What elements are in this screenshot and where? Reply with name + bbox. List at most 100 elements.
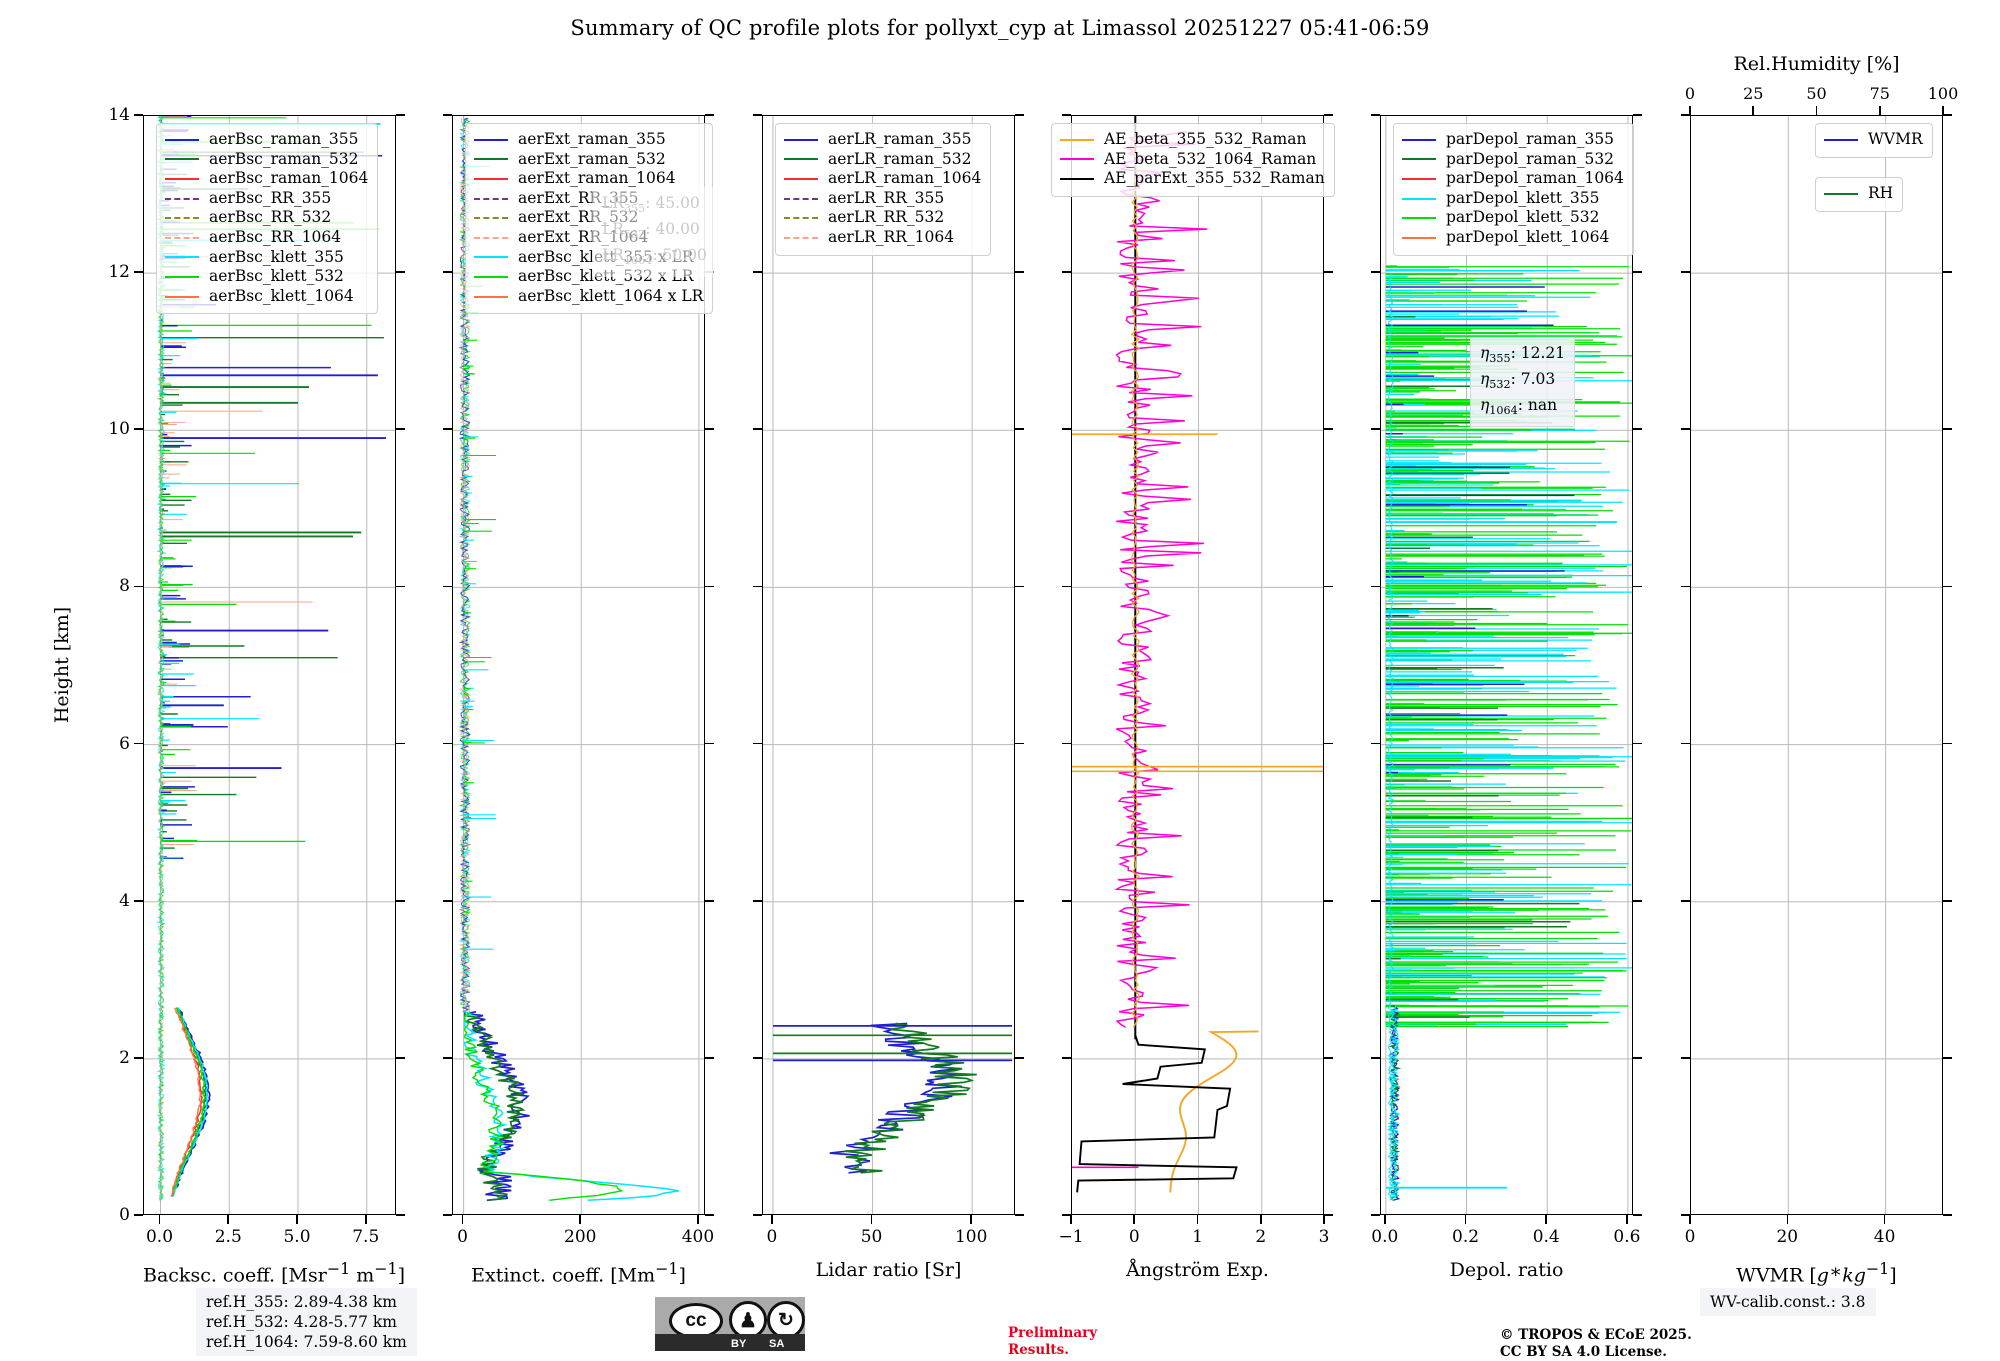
legend-label: parDepol_raman_1064 <box>1446 169 1624 188</box>
legend-label: aerBsc_klett_532 <box>209 267 344 286</box>
legend-swatch-icon <box>1402 177 1436 180</box>
y-tick-label: 8 <box>119 576 130 597</box>
legend-depol[interactable]: parDepol_raman_355 parDepol_raman_532 parD… <box>1393 123 1634 256</box>
panel-wvmr-rh: 0 20 40 0 25 50 75 100 WVMR [g * kg−1] Rel.Hum… <box>1681 53 1958 1286</box>
legend-swatch-icon <box>1402 236 1436 239</box>
legend-item-aerbsc-raman-1064: aerBsc_raman_1064 <box>165 169 368 189</box>
legend-swatch-icon <box>784 236 818 239</box>
legend-label: parDepol_klett_355 <box>1446 188 1600 207</box>
copyright-note: © TROPOS & ECoE 2025. CC BY SA 4.0 Licen… <box>1500 1327 1692 1361</box>
x-tick-label: 0.6 <box>1613 1227 1641 1247</box>
legend-label: aerLR_RR_1064 <box>828 227 955 246</box>
y-tick-right <box>705 1057 714 1059</box>
legend-backscatter[interactable]: aerBsc_raman_355 aerBsc_raman_532 aerBsc_r… <box>156 123 379 315</box>
x-tick <box>1196 1215 1199 1224</box>
legend-item-pardepol-raman-532: parDepol_raman_532 <box>1402 150 1624 170</box>
legend-item-aerlr-raman-1064: aerLR_raman_1064 <box>784 169 981 189</box>
legend-label: aerBsc_klett_1064 x LR <box>518 286 704 305</box>
x-tick-label: 0 <box>1128 1227 1140 1247</box>
legend-swatch-icon <box>165 295 199 298</box>
panel-lidar-ratio: 0 50 100 Lidar ratio [Sr] aerLR_raman_355 a… <box>753 114 1024 1281</box>
y-tick <box>1062 428 1071 431</box>
legend-label: aerExt_raman_532 <box>518 149 666 168</box>
legend-rh[interactable]: RH <box>1815 177 1904 212</box>
y-tick-right <box>396 1057 405 1059</box>
legend-item-aerbsc-rr-532: aerBsc_RR_532 <box>165 208 368 228</box>
x-axis-title-extinction: Extinct. coeff. [Mm−1] <box>471 1259 686 1287</box>
eta-1064: η1064: nan <box>1480 396 1558 418</box>
y-tick-right <box>1324 899 1333 902</box>
legend-wvmr[interactable]: WVMR <box>1815 123 1933 158</box>
y-tick-right <box>1943 114 1952 116</box>
y-tick <box>1371 899 1380 902</box>
legend-item-aerbsc-raman-532: aerBsc_raman_532 <box>165 150 368 170</box>
plot-area-depol[interactable] <box>1380 115 1633 1215</box>
legend-label: aerExt_raman_1064 <box>518 169 676 188</box>
panel-extinction: 0 200 400 Extinct. coeff. [Mm−1] aerExt_ra… <box>443 114 717 1286</box>
x-tick <box>697 1215 699 1224</box>
y-tick-right <box>1015 114 1024 116</box>
y-tick-right <box>1943 1057 1952 1059</box>
y-tick-right <box>1015 428 1024 431</box>
legend-label: parDepol_klett_532 <box>1446 208 1600 227</box>
x-axis-title-lidar-ratio: Lidar ratio [Sr] <box>815 1259 962 1281</box>
legend-label: aerLR_raman_1064 <box>828 169 982 188</box>
x-tick <box>227 1215 230 1224</box>
legend-label: aerBsc_klett_1064 <box>209 286 354 305</box>
y-tick <box>443 899 452 902</box>
panel-depol: 0.0 0.2 0.4 0.6 Depol. ratio parDepol_raman… <box>1371 114 1642 1281</box>
x-tick-label: 40 <box>1873 1227 1896 1247</box>
lr-value: LR532: 40.00 <box>602 220 700 242</box>
legend-lidar-ratio[interactable]: aerLR_raman_355 aerLR_raman_532 aerLR_rama… <box>775 123 992 256</box>
plot-area-lidar-ratio[interactable] <box>762 115 1015 1215</box>
x-tick-label: 20 <box>1776 1227 1799 1247</box>
legend-swatch-icon <box>165 197 199 200</box>
x-tick-top <box>1752 106 1755 115</box>
eta-532: η532: 7.03 <box>1480 370 1556 392</box>
legend-swatch-icon <box>784 217 818 220</box>
lr-value: LR1064: 50.00 <box>602 246 707 268</box>
y-tick <box>753 114 762 116</box>
legend-label: aerBsc_raman_355 <box>209 130 359 148</box>
legend-label: aerBsc_RR_532 <box>209 208 332 227</box>
y-tick-right <box>1015 899 1024 902</box>
legend-swatch-icon <box>165 217 199 220</box>
legend-angstrom[interactable]: AE_beta_355_532_Raman AE_beta_532_1064_Ra… <box>1051 123 1335 197</box>
plot-area-wvmr[interactable] <box>1690 115 1943 1215</box>
legend-item-aerlr-rr-1064: aerLR_RR_1064 <box>784 228 981 248</box>
x-tick-label: 2 <box>1255 1227 1267 1247</box>
legend-label: aerExt_raman_355 <box>518 130 666 148</box>
y-tick-label: 10 <box>108 419 130 440</box>
x-tick-label: 2.5 <box>214 1227 242 1247</box>
y-tick <box>443 1057 452 1059</box>
y-tick-right <box>1324 742 1333 745</box>
y-tick-right <box>705 742 714 745</box>
legend-swatch-icon <box>1402 138 1436 141</box>
y-tick <box>753 742 762 745</box>
x-tick-label-top: 50 <box>1806 84 1827 103</box>
legend-label: parDepol_klett_1064 <box>1446 227 1610 246</box>
y-tick-label: 4 <box>119 890 130 911</box>
y-tick <box>134 1214 143 1216</box>
y-tick <box>1371 114 1380 116</box>
y-tick-right <box>396 899 405 902</box>
x-tick-label: 0.0 <box>1371 1227 1399 1247</box>
y-tick <box>134 1057 143 1059</box>
x-axis-title-rh: Rel.Humidity [%] <box>1733 53 1900 75</box>
legend-item-ae-parext-355-532-raman: AE_parExt_355_532_Raman <box>1060 169 1325 189</box>
legend-label: aerBsc_RR_355 <box>209 188 332 207</box>
legend-swatch-icon <box>474 177 508 180</box>
x-tick <box>1323 1215 1325 1224</box>
cc-by-label: BY <box>731 1338 747 1350</box>
y-tick-right <box>705 585 714 588</box>
cc-strip <box>655 1334 805 1351</box>
legend-item-wvmr: WVMR <box>1824 130 1923 150</box>
y-tick <box>443 114 452 116</box>
preliminary-line-1: Preliminary <box>1008 1325 1098 1341</box>
x-axis-title-wvmr: WVMR [g * kg−1] <box>1736 1259 1897 1287</box>
y-tick <box>1681 271 1690 273</box>
legend-swatch-icon <box>784 177 818 180</box>
legend-label: AE_beta_355_532_Raman <box>1104 130 1307 148</box>
plot-area-angstrom[interactable] <box>1071 115 1324 1215</box>
legend-item-aerbsc-klett-1064-x-lr: aerBsc_klett_1064 x LR <box>474 287 703 307</box>
